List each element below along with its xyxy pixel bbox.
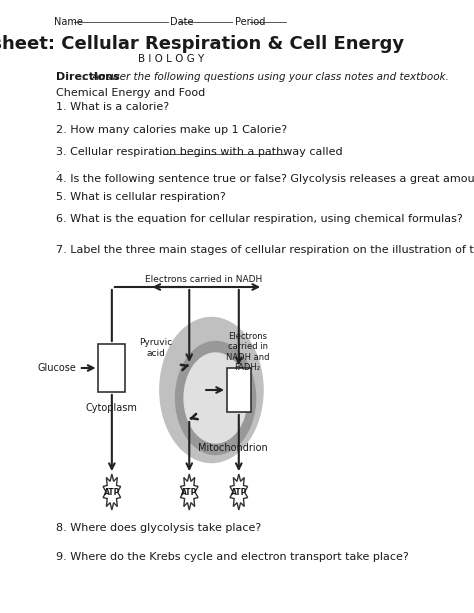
Text: Chemical Energy and Food: Chemical Energy and Food [56, 88, 205, 98]
Text: 3. Cellular respiration begins with a pathway called: 3. Cellular respiration begins with a pa… [56, 147, 346, 157]
Text: Worksheet: Cellular Respiration & Cell Energy: Worksheet: Cellular Respiration & Cell E… [0, 35, 404, 53]
Ellipse shape [175, 341, 255, 454]
Text: ATP: ATP [104, 487, 120, 497]
Text: 1. What is a calorie?: 1. What is a calorie? [56, 102, 169, 112]
Text: 2. How many calories make up 1 Calorie?: 2. How many calories make up 1 Calorie? [56, 125, 287, 135]
Text: Directions: Directions [56, 72, 120, 82]
Ellipse shape [184, 353, 247, 443]
Polygon shape [181, 474, 198, 510]
Text: Electrons carried in NADH: Electrons carried in NADH [145, 275, 262, 283]
Text: ATP: ATP [231, 487, 247, 497]
Text: B I O L O G Y: B I O L O G Y [138, 54, 204, 64]
Text: 7. Label the three main stages of cellular respiration on the illustration of th: 7. Label the three main stages of cellul… [56, 245, 474, 255]
Text: Pyruvic
acid: Pyruvic acid [139, 338, 173, 358]
Polygon shape [103, 474, 121, 510]
Text: 4. Is the following sentence true or false? Glycolysis releases a great amount o: 4. Is the following sentence true or fal… [56, 174, 474, 184]
Text: Name: Name [54, 17, 83, 27]
Text: Cytoplasm: Cytoplasm [86, 403, 138, 413]
Text: Period: Period [235, 17, 265, 27]
Text: Date: Date [170, 17, 194, 27]
Text: ATP: ATP [181, 487, 198, 497]
Text: 9. Where do the Krebs cycle and electron transport take place?: 9. Where do the Krebs cycle and electron… [56, 552, 409, 562]
Text: :  Answer the following questions using your class notes and textbook.: : Answer the following questions using y… [82, 72, 449, 82]
Text: Mitochondrion: Mitochondrion [198, 443, 268, 453]
Text: Glucose: Glucose [38, 363, 77, 373]
Text: Electrons
carried in
NADH and
FADH₂: Electrons carried in NADH and FADH₂ [226, 332, 269, 372]
Text: .: . [56, 167, 58, 173]
Ellipse shape [160, 318, 263, 462]
Text: 5. What is cellular respiration?: 5. What is cellular respiration? [56, 192, 226, 202]
Text: 8. Where does glycolysis take place?: 8. Where does glycolysis take place? [56, 523, 261, 533]
FancyBboxPatch shape [227, 368, 251, 412]
FancyBboxPatch shape [99, 344, 125, 392]
Polygon shape [230, 474, 247, 510]
Text: 6. What is the equation for cellular respiration, using chemical formulas?: 6. What is the equation for cellular res… [56, 214, 463, 224]
